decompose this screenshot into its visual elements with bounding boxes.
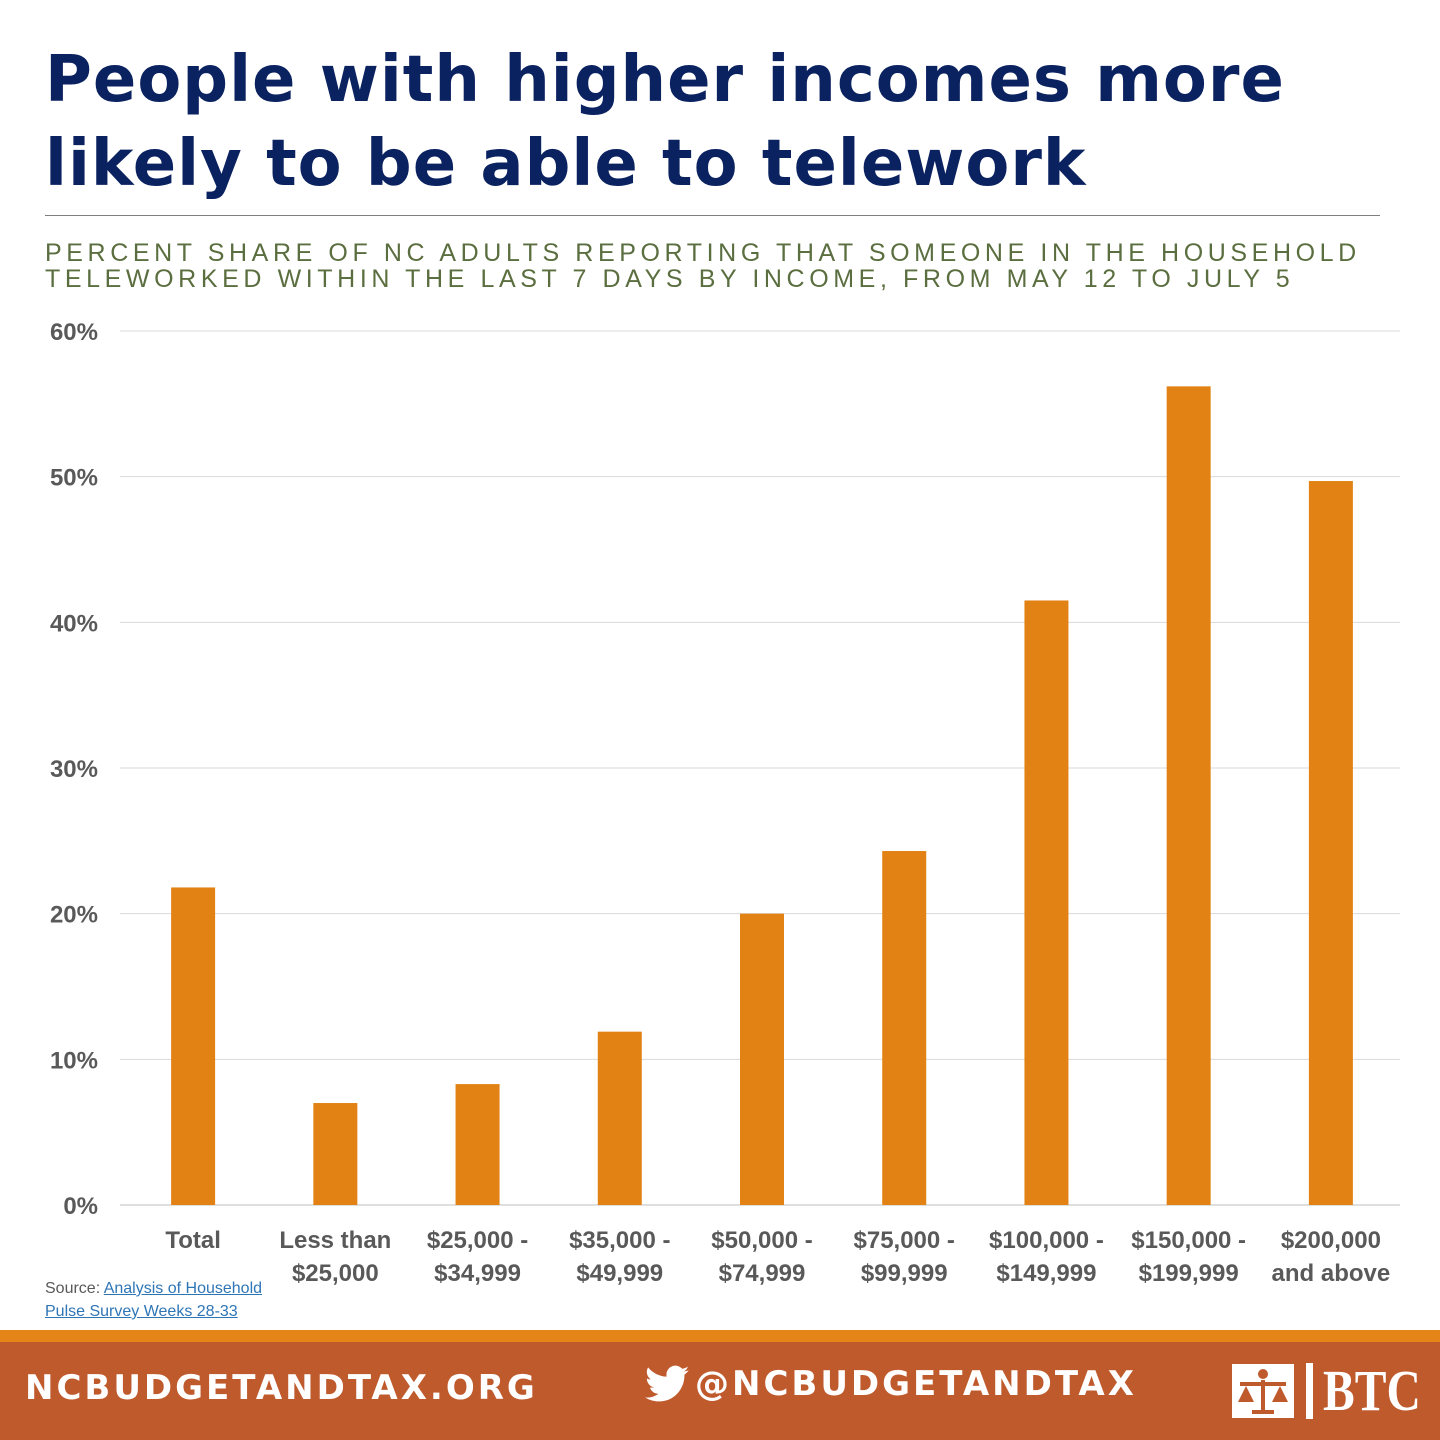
- x-tick-label: $100,000 -: [989, 1227, 1104, 1254]
- source-link[interactable]: Analysis of Household Pulse Survey Weeks…: [45, 1280, 263, 1320]
- x-tick-label: $199,999: [1139, 1260, 1239, 1287]
- twitter-icon: [645, 1365, 689, 1402]
- source-note: Source: Analysis of Household Pulse Surv…: [45, 1277, 285, 1323]
- x-tick-label: $99,999: [861, 1260, 948, 1287]
- x-tick-label: $200,000: [1281, 1227, 1381, 1254]
- footer-bar: NCBUDGETANDTAX.ORG @NCBUDGETANDTAX BTC: [0, 1342, 1440, 1440]
- bar: [740, 913, 784, 1205]
- bar: [1166, 386, 1211, 1205]
- y-tick-label: 30%: [50, 756, 98, 783]
- x-tick-label: $25,000: [292, 1260, 379, 1287]
- x-tick-label: $150,000 -: [1131, 1227, 1246, 1254]
- bar-chart: 0% 10% 20% 30% 40% 50% 60% Total Less than $25,00…: [50, 319, 1400, 1287]
- chart-subtitle: Percent share of NC adults reporting tha…: [45, 239, 1361, 293]
- x-tick-label: $35,000 -: [569, 1227, 670, 1254]
- btc-logo: BTC: [1232, 1360, 1440, 1422]
- y-tick-label: 50%: [50, 465, 98, 492]
- x-tick-label: $149,999: [996, 1260, 1096, 1287]
- y-tick-label: 0%: [63, 1193, 98, 1220]
- footer-twitter[interactable]: @NCBUDGETANDTAX: [645, 1364, 1137, 1404]
- logo-text: BTC: [1323, 1358, 1421, 1423]
- bar: [1024, 600, 1069, 1205]
- x-tick-label: Less than: [279, 1227, 391, 1254]
- logo-divider: [1306, 1363, 1313, 1419]
- y-tick-label: 10%: [50, 1047, 98, 1074]
- x-tick-label: $50,000 -: [711, 1227, 812, 1254]
- x-tick-label: $75,000 -: [854, 1227, 955, 1254]
- chart-title: People with higher incomes more likely t…: [45, 43, 1285, 201]
- bar: [171, 887, 216, 1205]
- x-tick-label: $74,999: [719, 1260, 806, 1287]
- source-prefix: Source:: [45, 1280, 101, 1297]
- bar: [455, 1084, 500, 1205]
- x-tick-label: Total: [165, 1227, 221, 1254]
- scales-of-justice-icon: [1232, 1364, 1294, 1418]
- footer-accent-line: [0, 1330, 1440, 1342]
- bar: [882, 851, 927, 1205]
- footer-website[interactable]: NCBUDGETANDTAX.ORG: [25, 1368, 538, 1408]
- twitter-handle: @NCBUDGETANDTAX: [695, 1364, 1137, 1404]
- y-tick-label: 60%: [50, 319, 98, 346]
- bar: [1308, 481, 1353, 1206]
- x-tick-label: and above: [1272, 1260, 1391, 1287]
- x-tick-label: $49,999: [576, 1260, 663, 1287]
- title-divider: [45, 215, 1380, 216]
- bar: [597, 1031, 642, 1205]
- y-tick-label: 20%: [50, 902, 98, 929]
- x-tick-label: $34,999: [434, 1260, 521, 1287]
- y-tick-label: 40%: [50, 610, 98, 637]
- bar: [313, 1103, 358, 1205]
- x-tick-label: $25,000 -: [427, 1227, 528, 1254]
